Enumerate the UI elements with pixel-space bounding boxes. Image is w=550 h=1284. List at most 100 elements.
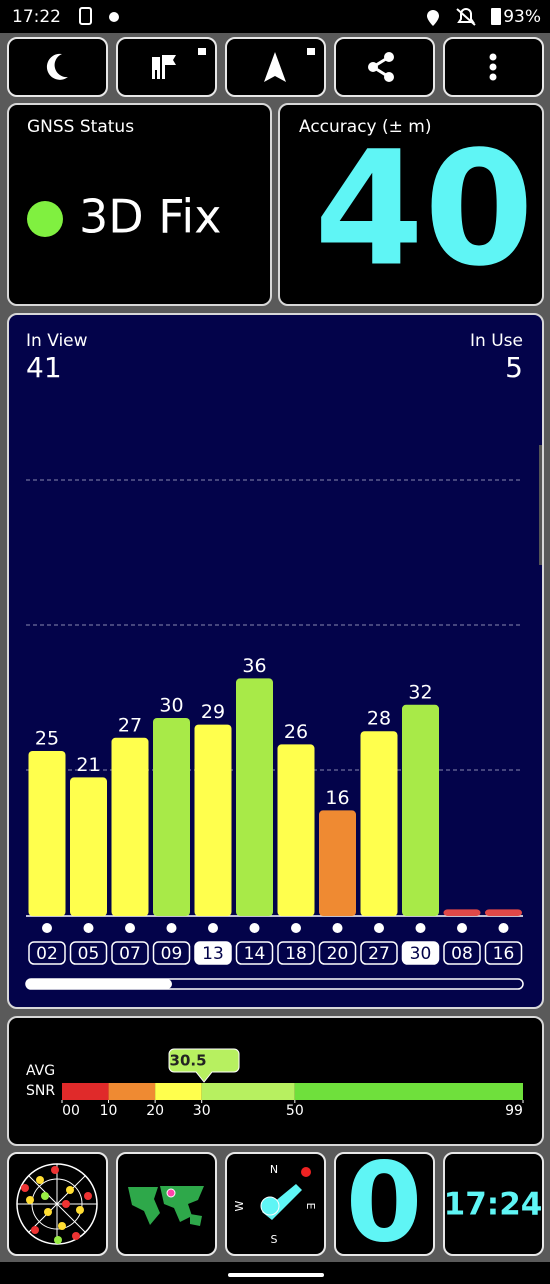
bar	[443, 909, 481, 916]
world-map-icon	[128, 1186, 204, 1226]
satellite-dot	[125, 923, 135, 933]
value-label: 36	[242, 655, 266, 677]
value-label: 25	[35, 728, 59, 750]
satellite-id: 30	[410, 944, 432, 964]
id-box	[69, 941, 108, 965]
satellite-dot	[415, 923, 426, 933]
snr-segment	[62, 1083, 109, 1100]
satellite-id: 07	[119, 944, 141, 964]
satellite-dot	[166, 923, 177, 933]
moon-icon	[46, 53, 68, 80]
value-label: 30	[159, 695, 183, 717]
id-box	[111, 941, 149, 965]
value-label: 16	[325, 787, 349, 809]
id-box	[235, 941, 274, 965]
value-label: 27	[118, 714, 142, 736]
tick-label: 10	[100, 1103, 118, 1119]
satellite-id: 20	[327, 944, 349, 964]
in-view-count: 41	[26, 351, 62, 384]
satellite-id: 14	[244, 944, 266, 964]
compass-south: S	[271, 1233, 278, 1246]
id-box	[318, 941, 357, 965]
bar	[28, 751, 66, 916]
snr-label: AVG	[26, 1063, 55, 1079]
counter-value: 0	[346, 1138, 423, 1266]
value-label: 28	[367, 708, 391, 730]
tick-label: 20	[146, 1103, 164, 1119]
value-label: 26	[284, 721, 308, 743]
satellite-dot	[332, 923, 343, 933]
tick-label: 99	[505, 1103, 523, 1119]
satellite-dot	[498, 923, 509, 933]
satellite-id: 02	[36, 944, 58, 964]
bar	[70, 777, 107, 916]
lock-icon	[307, 48, 315, 55]
battery-icon	[491, 8, 501, 25]
share-button[interactable]	[334, 37, 435, 97]
satellite-id: 18	[285, 944, 307, 964]
share-icon	[368, 52, 394, 82]
satellite-dot	[291, 923, 301, 933]
counter-tile[interactable]	[334, 1152, 435, 1256]
scrollbar-thumb[interactable]	[26, 979, 172, 989]
snr-segment	[155, 1083, 202, 1100]
id-box	[360, 941, 398, 965]
status-icon	[79, 7, 92, 25]
clock-value: 17:24	[444, 1187, 543, 1223]
satellite-id: 09	[161, 944, 183, 964]
id-box	[28, 941, 66, 965]
in-view-label: In View	[26, 331, 88, 351]
value-label: 29	[201, 701, 225, 723]
accuracy-panel	[278, 103, 544, 306]
snr-average: 30.5	[170, 1052, 207, 1070]
night-mode-button[interactable]	[7, 37, 108, 97]
compass-east: E	[304, 1203, 317, 1210]
compass-north: N	[270, 1163, 278, 1176]
snr-pointer	[168, 1048, 240, 1083]
bar	[111, 737, 149, 916]
snr-panel	[7, 1016, 544, 1146]
snr-label: SNR	[26, 1083, 55, 1099]
bar	[194, 724, 232, 916]
compass-west: W	[233, 1200, 246, 1211]
bar	[360, 731, 398, 916]
fix-status: 3D Fix	[79, 190, 221, 244]
satellite-id: 16	[493, 944, 515, 964]
bar-chart: 25 02 21 05 27 07 30 09 29 13 36 14 26 18 16 20 28 27 32 30…	[28, 655, 523, 965]
mute-icon	[456, 8, 476, 26]
id-box	[152, 941, 191, 965]
satellite-dot	[249, 923, 260, 933]
clock-tile[interactable]	[443, 1152, 544, 1256]
scroll-indicator	[539, 445, 542, 565]
in-use-count: 5	[505, 351, 523, 384]
satellite-dot	[83, 923, 94, 933]
bearing-dot	[301, 1167, 311, 1177]
satellite-id: 08	[451, 944, 473, 964]
value-label: 21	[76, 754, 100, 776]
id-box	[277, 941, 315, 965]
bar	[402, 704, 439, 916]
status-bar	[0, 0, 550, 33]
flag-icon	[152, 55, 176, 79]
bar	[277, 744, 315, 916]
navigate-button[interactable]	[116, 37, 217, 97]
home-indicator	[228, 1273, 324, 1277]
status-icon	[109, 12, 119, 22]
gnss-title: GNSS Status	[27, 117, 134, 137]
menu-icon	[489, 53, 497, 81]
tick-label: 30	[193, 1103, 211, 1119]
id-box	[484, 941, 523, 965]
location-icon	[427, 10, 439, 26]
bar	[153, 718, 190, 916]
status-time: 17:22	[12, 7, 61, 27]
compass-hub	[260, 1196, 280, 1216]
snr-segment	[201, 1083, 295, 1100]
tick-label: 50	[286, 1103, 304, 1119]
accuracy-title: Accuracy (± m)	[299, 117, 432, 137]
lock-icon	[198, 48, 206, 55]
arrow-icon	[264, 52, 286, 82]
tick-label: 00	[62, 1103, 80, 1119]
accuracy-value: 40	[314, 117, 534, 301]
satellite-id: 27	[368, 944, 390, 964]
